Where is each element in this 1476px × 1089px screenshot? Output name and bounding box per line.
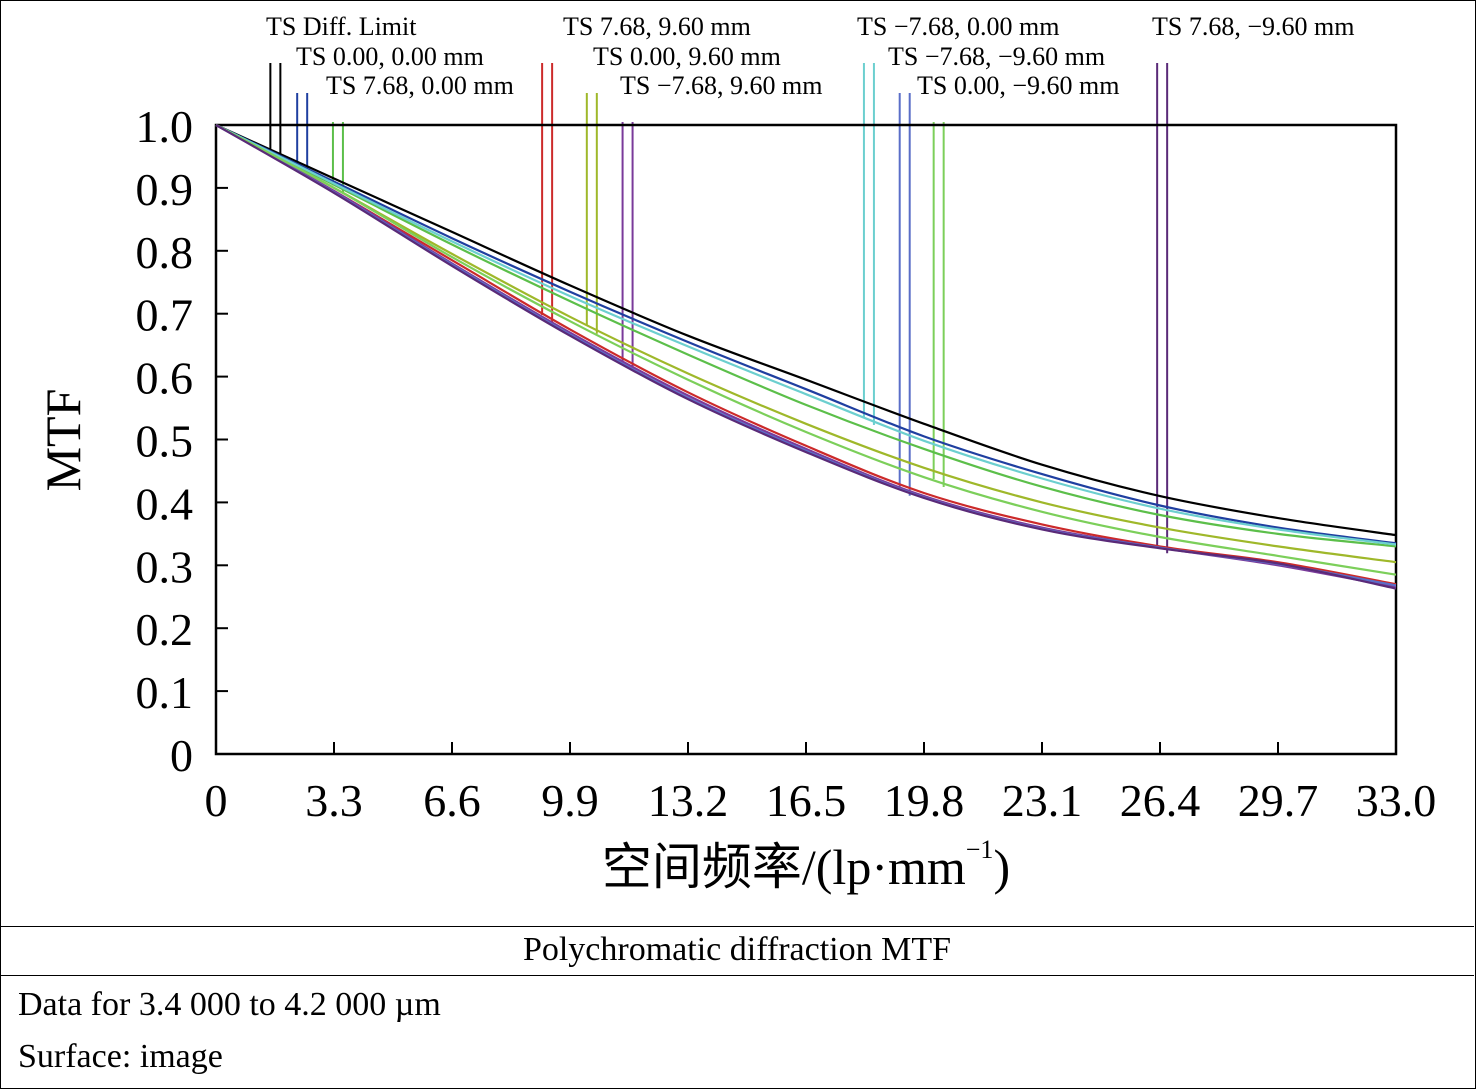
series-line [215,124,1397,548]
footer-data-range: Data for 3.4 000 to 4.2 000 µm [18,986,441,1023]
series-line [215,124,1397,590]
x-tick-label: 16.5 [766,775,847,826]
legend-label: TS 0.00, 9.60 mm [593,42,781,71]
footer-surface: Surface: image [18,1038,223,1075]
legend-label: TS 7.68, 0.00 mm [326,71,514,100]
y-tick-label: 0.4 [136,478,194,529]
x-tick-label: 3.3 [305,775,363,826]
x-axis-title-main: 空间频率/(lp·mm [602,839,966,895]
x-tick-label: 9.9 [541,775,599,826]
y-axis-title: MTF [35,389,91,492]
series-line [215,124,1397,564]
x-axis-title-end: ) [993,839,1010,895]
x-tick-label: 29.7 [1238,775,1319,826]
x-tick-label: 13.2 [648,775,729,826]
x-axis-title: 空间频率/(lp·mm−1) [602,835,1010,895]
legend-label: TS 7.68, −9.60 mm [1152,12,1354,41]
x-tick-label: 0 [205,775,228,826]
series-line [215,124,1397,587]
y-tick-label: 0.3 [136,541,194,592]
legend-label: TS −7.68, −9.60 mm [888,42,1105,71]
axis-ticks: 0 3.3 6.6 9.9 13.2 16.5 19.8 23.1 26.4 29.7 33.0 0 0… [136,101,1437,826]
series-line [215,124,1397,586]
series-group [215,123,1397,590]
x-tick-label: 23.1 [1002,775,1083,826]
series-line [215,124,1397,576]
y-tick-label: 0.6 [136,353,194,404]
plot-border [214,123,1398,756]
legend-label: TS 7.68, 9.60 mm [563,12,751,41]
y-tick-label: 0.1 [136,667,194,718]
series-line [215,123,1397,537]
x-tick-label: 19.8 [884,775,965,826]
y-tick-label: 0 [170,730,193,781]
x-tick-label: 33.0 [1356,775,1437,826]
x-tick-label: 6.6 [423,775,481,826]
footer-title: Polychromatic diffraction MTF [0,926,1474,976]
legend-label: TS −7.68, 0.00 mm [857,12,1059,41]
plot-area [214,123,1398,756]
series-line [215,124,1397,545]
y-tick-label: 0.7 [136,290,194,341]
y-tick-label: 1.0 [136,101,194,152]
legend-label: TS Diff. Limit [266,12,417,41]
y-tick-label: 0.5 [136,416,194,467]
y-tick-label: 0.2 [136,604,194,655]
legend-label: TS 0.00, 0.00 mm [296,42,484,71]
y-tick-label: 0.8 [136,227,194,278]
x-tick-label: 26.4 [1120,775,1201,826]
series-line [215,124,1397,546]
footer-info: Data for 3.4 000 to 4.2 000 µm Surface: … [18,980,1458,1084]
legend-label: TS 0.00, −9.60 mm [917,71,1119,100]
x-axis-title-sup: −1 [966,835,994,864]
legend-label: TS −7.68, 9.60 mm [620,71,822,100]
y-tick-label: 0.9 [136,164,194,215]
